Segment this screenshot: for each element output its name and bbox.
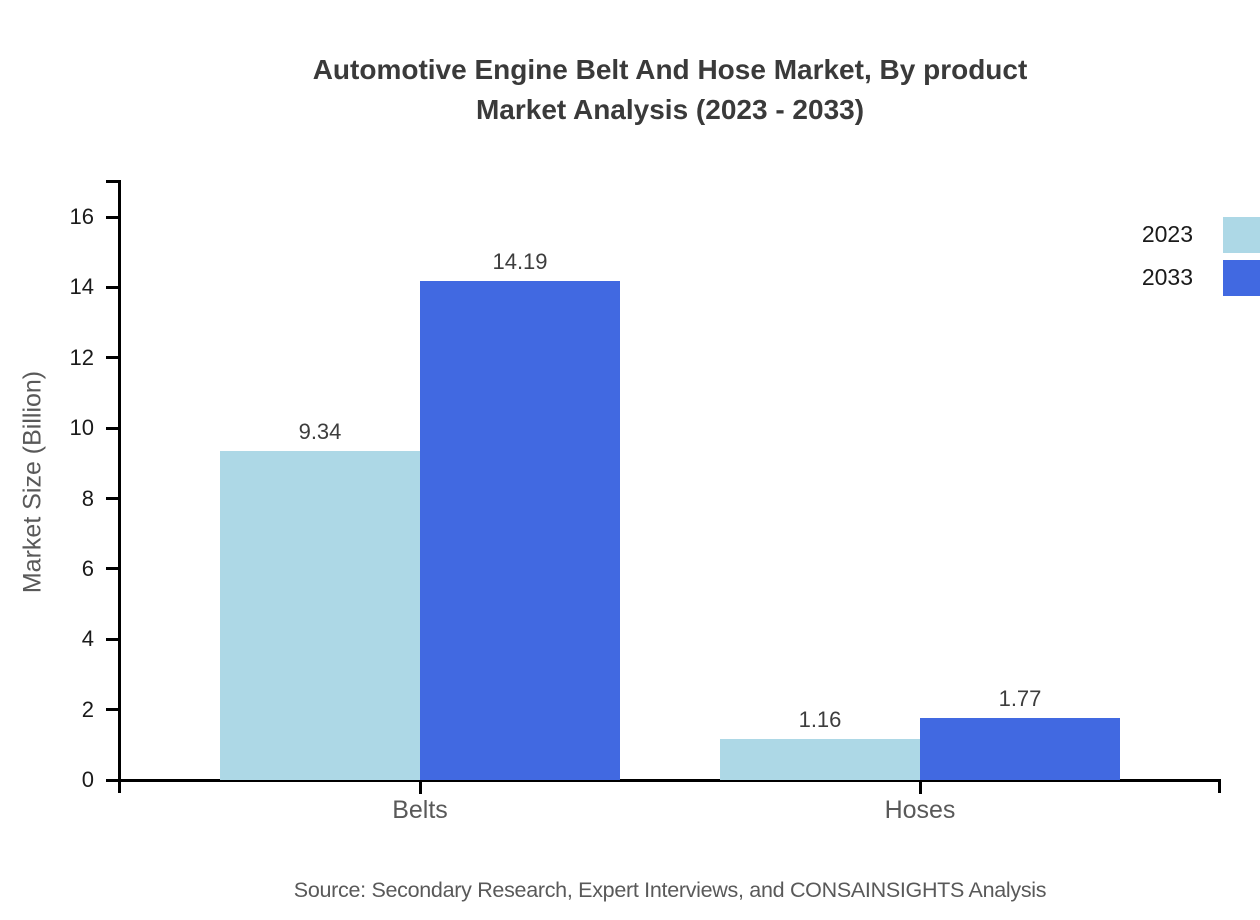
value-label-hoses-2033: 1.77 [998,685,1042,711]
y-tick-label-8: 8 [81,485,94,511]
y-tick-12 [106,356,118,360]
y-tick-8 [106,497,118,500]
y-tick-0 [106,778,118,782]
bar-belts-2023 [220,451,420,780]
y-tick-label-0: 0 [81,767,94,792]
y-tick-4 [106,637,118,641]
bar-belts-2033 [420,280,620,780]
y-tick-10 [106,426,118,430]
y-tick-label-12: 12 [69,344,94,370]
legend-item-2033: 2033 [1142,259,1260,296]
y-tick-label-2: 2 [81,696,94,722]
value-label-hoses-2023: 1.16 [798,707,842,733]
chart-title: Automotive Engine Belt And Hose Market, … [120,50,1220,130]
y-tick-label-14: 14 [69,274,94,300]
source-attribution: Source: Secondary Research, Expert Inter… [293,878,1047,902]
y-tick-label-10: 10 [69,415,94,441]
y-tick-label-16: 16 [69,204,94,229]
value-label-belts-2023: 9.34 [298,419,342,445]
legend: 2023 2033 [1142,216,1260,296]
x-axis-end-cap [1218,780,1221,793]
legend-label-2033: 2033 [1141,264,1193,290]
legend-item-2023: 2023 [1142,216,1260,253]
bar-hoses-2033 [920,717,1120,780]
y-tick-16 [106,215,118,219]
y-tick-14 [106,285,118,289]
legend-label-2023: 2023 [1141,221,1193,247]
y-tick-6 [106,567,118,571]
y-tick-2 [106,708,118,712]
x-tick-belts [418,781,422,794]
bar-hoses-2023 [720,739,920,780]
legend-swatch-2023 [1223,216,1260,253]
x-axis-line [106,778,1221,782]
y-tick-label-4: 4 [81,626,94,652]
x-tick-hoses [918,781,922,794]
y-axis-end-cap [106,180,118,183]
y-tick-label-6: 6 [81,555,94,581]
value-label-belts-2033: 14.19 [492,248,548,274]
legend-swatch-2033 [1223,259,1260,296]
chart-title-line-2: Market Analysis (2023 - 2033) [475,94,865,125]
y-axis-spine [118,180,121,793]
chart-title-line-1: Automotive Engine Belt And Hose Market, … [312,54,1028,85]
x-tick-label-belts: Belts [392,796,448,824]
x-tick-label-hoses: Hoses [884,796,956,824]
